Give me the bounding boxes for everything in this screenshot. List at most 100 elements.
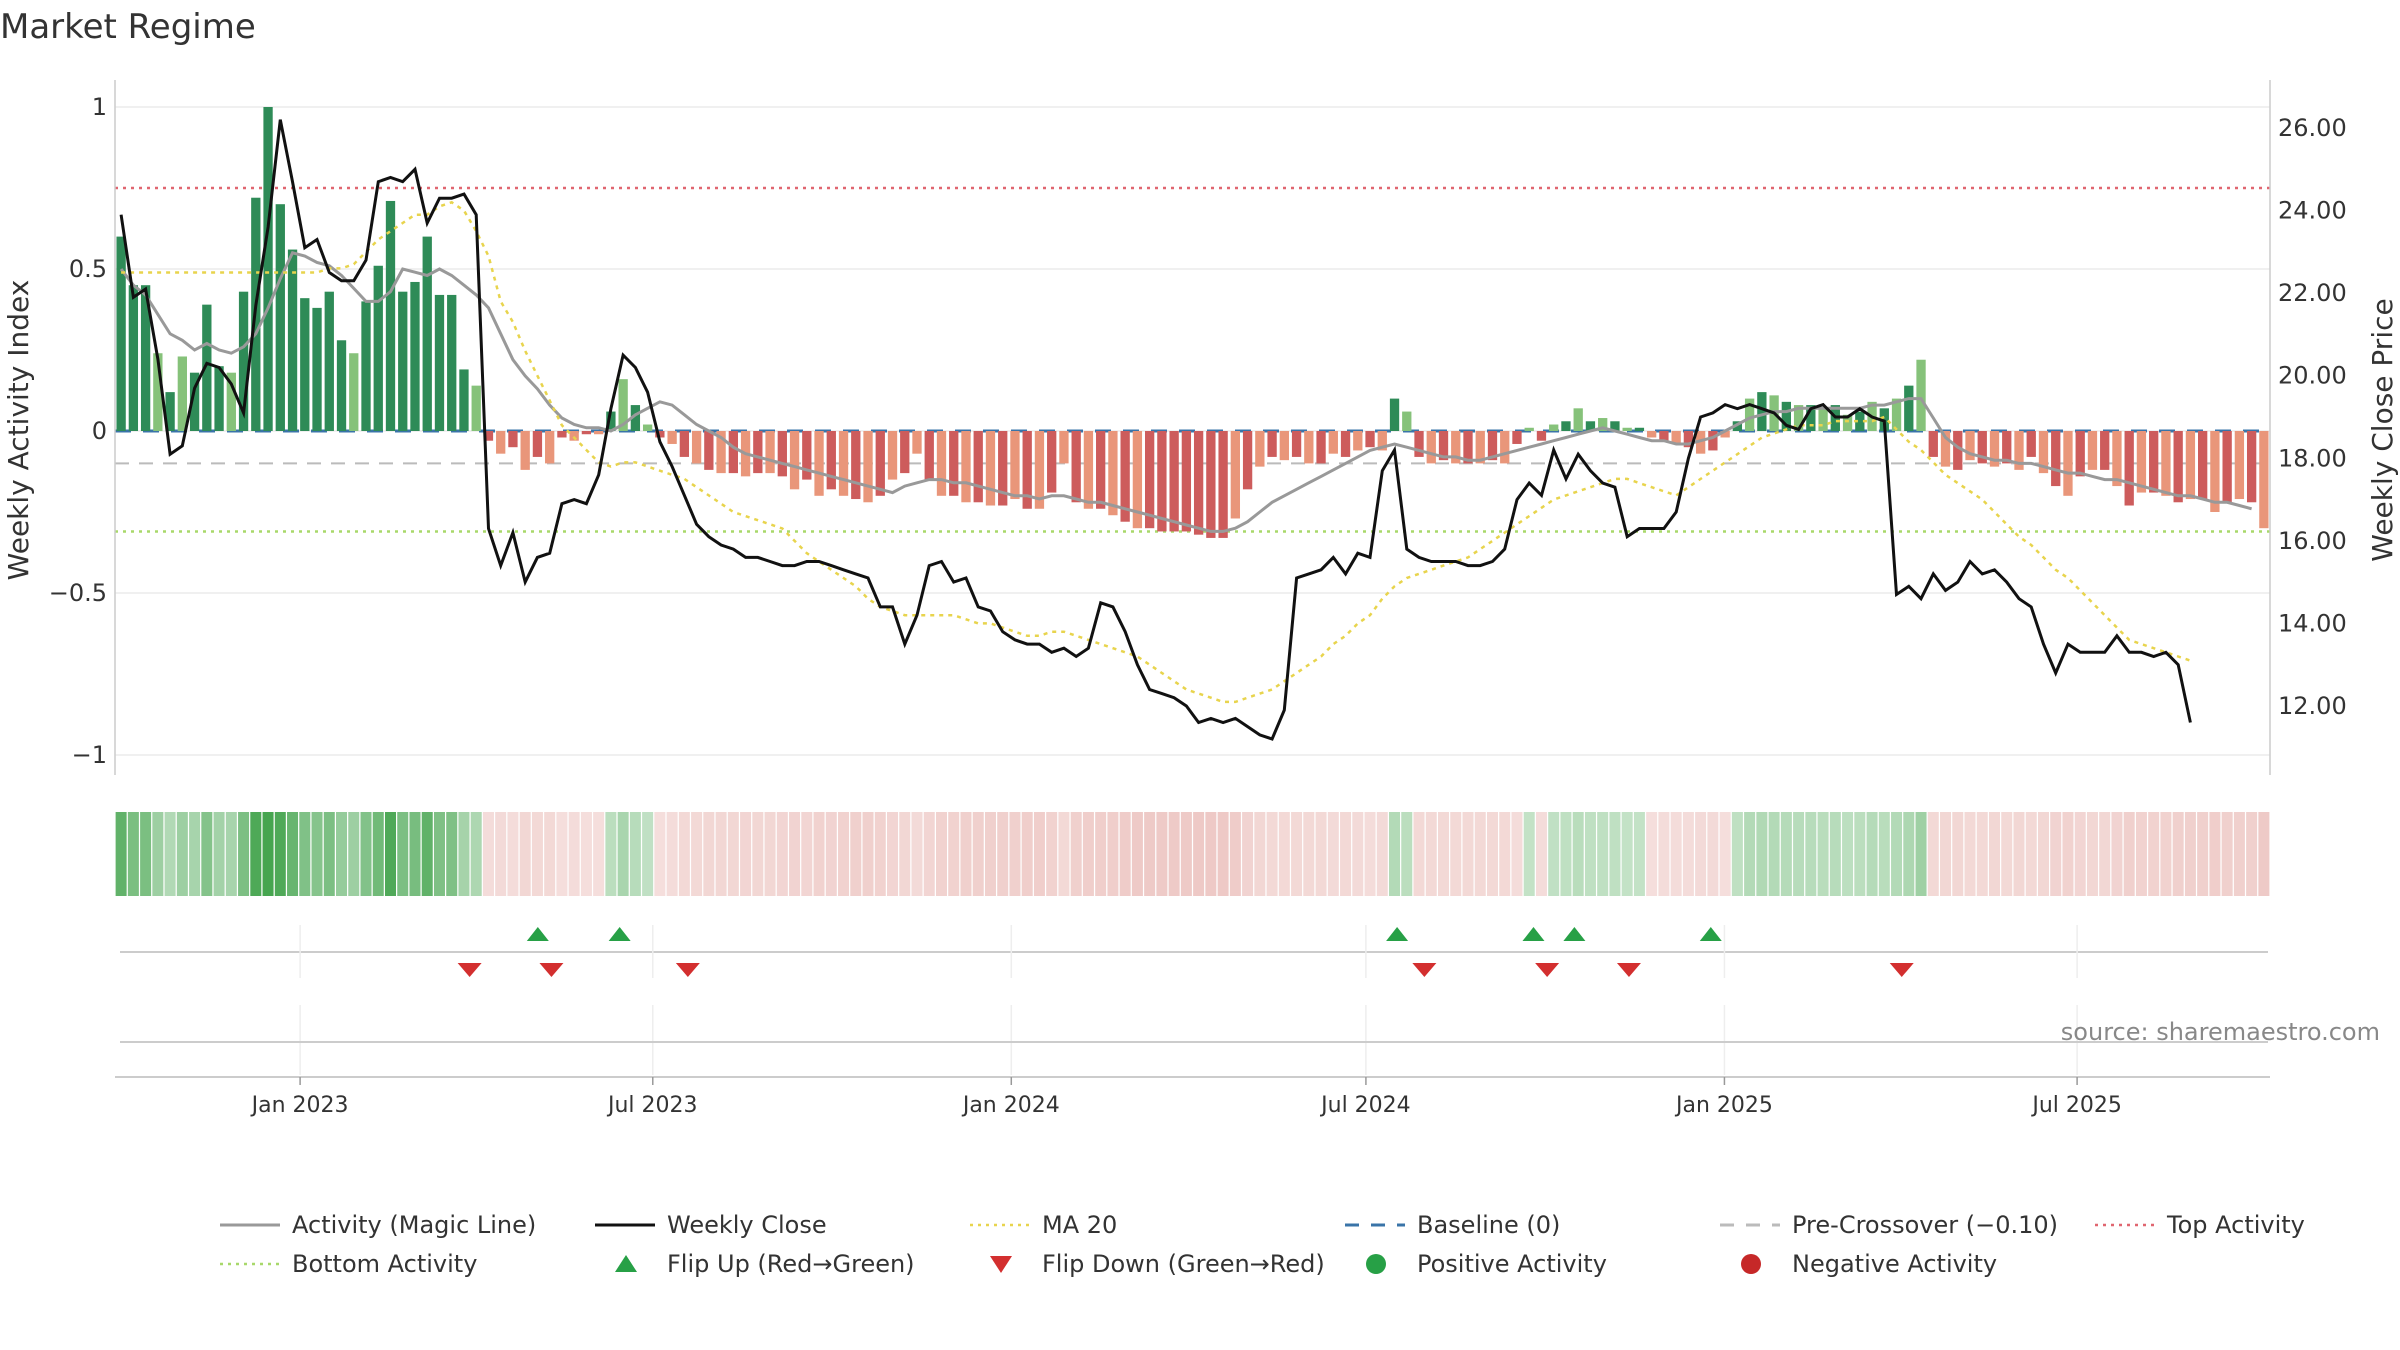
activity-bar xyxy=(875,431,885,496)
activity-bar xyxy=(691,431,702,464)
regime-cell xyxy=(972,812,984,896)
legend-item: Flip Down (Green→Red) xyxy=(990,1250,1325,1278)
legend: Activity (Magic Line) Weekly Close MA 20 Ba… xyxy=(220,1211,2305,1278)
activity-bar xyxy=(2259,431,2269,529)
x-tick-label: Jan 2023 xyxy=(250,1093,349,1118)
activity-bar xyxy=(1989,431,2000,467)
activity-bar xyxy=(1475,431,1485,464)
regime-cell xyxy=(470,812,482,896)
activity-bar xyxy=(826,431,836,490)
flip-down-marker xyxy=(1412,963,1437,977)
activity-bar xyxy=(1132,431,1143,529)
legend-swatch-dot xyxy=(1366,1254,1386,1274)
activity-bar xyxy=(532,431,543,457)
regime-cell xyxy=(262,812,274,896)
regime-cell xyxy=(164,812,176,896)
regime-cell xyxy=(1021,812,1033,896)
regime-cell xyxy=(1046,812,1058,896)
activity-bar xyxy=(2002,431,2012,464)
flip-up-marker xyxy=(1699,927,1722,941)
activity-bar xyxy=(593,431,604,435)
activity-bar xyxy=(1304,431,1314,464)
regime-cell xyxy=(1646,812,1658,896)
activity-bar xyxy=(1389,398,1400,431)
activity-bar xyxy=(508,431,518,448)
regime-cell xyxy=(1952,812,1964,896)
y-left-tick-label: −1 xyxy=(72,741,107,769)
regime-cell xyxy=(238,812,250,896)
activity-bar xyxy=(1904,385,1914,431)
activity-bar xyxy=(1426,431,1436,464)
legend-item: Top Activity xyxy=(2095,1211,2305,1239)
regime-cell xyxy=(1523,812,1535,896)
regime-cell xyxy=(899,812,911,896)
activity-bar xyxy=(128,285,139,431)
regime-cell xyxy=(593,812,605,896)
regime-cell xyxy=(715,812,727,896)
legend-item: Baseline (0) xyxy=(1345,1211,1560,1239)
activity-bar xyxy=(777,431,787,477)
regime-cell xyxy=(1156,812,1168,896)
regime-cell xyxy=(1340,812,1352,896)
regime-cell xyxy=(2148,812,2160,896)
flip-up-marker xyxy=(608,927,631,941)
activity-bar xyxy=(716,431,726,474)
regime-cell xyxy=(152,812,164,896)
regime-cell xyxy=(2050,812,2062,896)
regime-cell xyxy=(1119,812,1131,896)
regime-cell xyxy=(1376,812,1388,896)
regime-cell xyxy=(127,812,139,896)
activity-bar xyxy=(189,372,200,431)
activity-bar xyxy=(1891,398,1902,431)
activity-bar xyxy=(1781,401,1792,431)
regime-cell xyxy=(2013,812,2025,896)
activity-bar xyxy=(434,294,445,431)
legend-item: Weekly Close xyxy=(595,1211,827,1239)
activity-bar xyxy=(606,411,616,431)
regime-cell xyxy=(703,812,715,896)
legend-label: Positive Activity xyxy=(1417,1250,1607,1278)
legend-swatch-dot xyxy=(1741,1254,1761,1274)
y-right-tick-label: 22.00 xyxy=(2278,279,2347,307)
legend-item: Pre-Crossover (−0.10) xyxy=(1720,1211,2058,1239)
activity-bar xyxy=(238,291,249,431)
activity-bar xyxy=(936,431,947,496)
regime-cell xyxy=(911,812,923,896)
activity-bar xyxy=(1108,431,1118,516)
activity-bar xyxy=(753,431,763,474)
activity-bar xyxy=(312,307,322,431)
activity-bar xyxy=(1524,427,1534,431)
activity-bar xyxy=(1561,421,1571,431)
activity-bar xyxy=(1414,431,1424,457)
activity-bar xyxy=(1022,431,1032,509)
activity-bar xyxy=(1291,431,1302,457)
legend-label: Flip Up (Red→Green) xyxy=(667,1250,915,1278)
activity-bar xyxy=(520,431,530,470)
activity-bar xyxy=(1977,431,1987,464)
activity-bar xyxy=(324,291,334,431)
regime-cell xyxy=(580,812,592,896)
activity-bar xyxy=(1806,405,1816,431)
activity-bar xyxy=(1365,431,1375,448)
flip-up-marker xyxy=(1386,927,1409,941)
regime-cell xyxy=(1793,812,1805,896)
regime-cell xyxy=(825,812,837,896)
activity-bar xyxy=(667,431,677,444)
regime-cell xyxy=(507,812,519,896)
activity-bar xyxy=(2124,431,2134,506)
regime-cell xyxy=(1780,812,1792,896)
regime-cell xyxy=(1903,812,1915,896)
regime-cell xyxy=(213,812,225,896)
activity-bar xyxy=(1683,431,1694,448)
regime-cell xyxy=(1658,812,1670,896)
magic-line-series xyxy=(119,251,2252,533)
activity-bar xyxy=(1512,431,1522,444)
y-right-tick-label: 26.00 xyxy=(2278,114,2347,142)
regime-cell xyxy=(1584,812,1596,896)
legend-item: Bottom Activity xyxy=(220,1250,477,1278)
regime-cell xyxy=(1805,812,1817,896)
activity-bar xyxy=(1634,427,1645,431)
legend-label: Baseline (0) xyxy=(1417,1211,1560,1239)
activity-bar xyxy=(1585,421,1596,431)
regime-cell xyxy=(1535,812,1547,896)
